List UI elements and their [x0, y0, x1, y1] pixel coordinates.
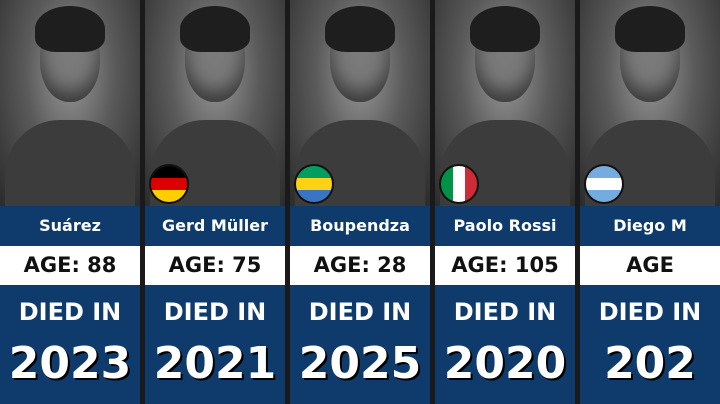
died-in-label: DIED IN [308, 298, 412, 326]
player-photo [290, 0, 430, 206]
player-card: Suárez AGE: 88 DIED IN 2023 [0, 0, 140, 404]
player-card: Paolo Rossi AGE: 105 DIED IN 2020 [435, 0, 575, 404]
player-name: Boupendza [310, 216, 410, 235]
death-year: 2020 [443, 338, 567, 389]
died-in-label: DIED IN [18, 298, 122, 326]
death-year: 2023 [8, 338, 132, 389]
death-year: 2021 [153, 338, 277, 389]
germany-flag-icon [149, 164, 189, 204]
player-name: Paolo Rossi [453, 216, 557, 235]
player-name: Suárez [39, 216, 101, 235]
player-card: Diego M AGE DIED IN 202 [580, 0, 720, 404]
player-photo [0, 0, 140, 206]
argentina-flag-icon [584, 164, 624, 204]
italy-flag-icon [439, 164, 479, 204]
death-year: 2025 [298, 338, 422, 389]
player-card: Gerd Müller AGE: 75 DIED IN 2021 [145, 0, 285, 404]
player-age: AGE [580, 246, 720, 285]
player-card: Boupendza AGE: 28 DIED IN 2025 [290, 0, 430, 404]
player-name: Diego M [613, 216, 687, 235]
died-in-label: DIED IN [453, 298, 557, 326]
player-age: AGE: 75 [145, 246, 285, 285]
player-name: Gerd Müller [162, 216, 268, 235]
player-age: AGE: 28 [290, 246, 430, 285]
gabon-flag-icon [294, 164, 334, 204]
player-photo [580, 0, 720, 206]
died-in-label: DIED IN [163, 298, 267, 326]
died-in-label: DIED IN [598, 298, 702, 326]
player-age: AGE: 105 [435, 246, 575, 285]
death-year: 202 [604, 338, 696, 389]
player-photo [145, 0, 285, 206]
player-age: AGE: 88 [0, 246, 140, 285]
player-photo [435, 0, 575, 206]
